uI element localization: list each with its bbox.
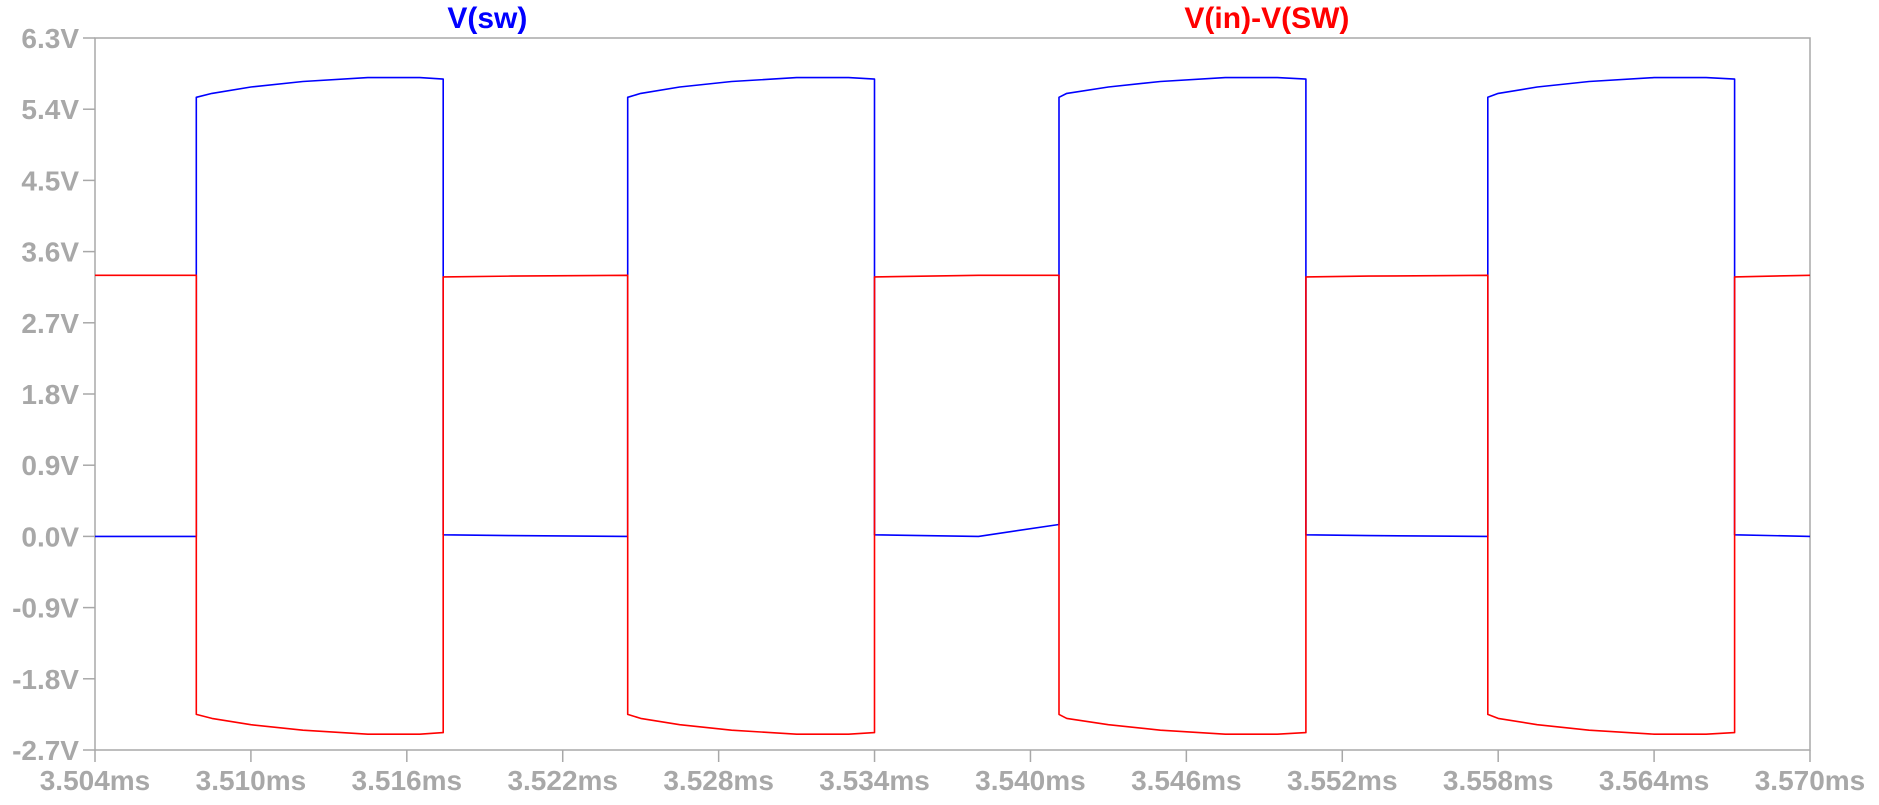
y-tick-label: -0.9V [12,593,79,624]
y-tick-label: 5.4V [21,94,79,125]
y-tick-label: -2.7V [12,735,79,766]
x-tick-label: 3.570ms [1755,765,1866,796]
y-tick-label: 6.3V [21,23,79,54]
x-tick-label: 3.564ms [1599,765,1710,796]
y-tick-label: 2.7V [21,308,79,339]
x-tick-label: 3.540ms [975,765,1086,796]
y-tick-label: 0.0V [21,521,79,552]
series-label-vin-minus-vsw: V(in)-V(SW) [1184,2,1349,35]
x-tick-label: 3.558ms [1443,765,1554,796]
x-tick-label: 3.552ms [1287,765,1398,796]
y-tick-label: -1.8V [12,664,79,695]
y-tick-label: 3.6V [21,237,79,268]
x-tick-label: 3.510ms [196,765,307,796]
y-axis: 6.3V 5.4V 4.5V 3.6V 2.7V 1.8V 0.9V 0.0V -0.9V -1.… [12,23,95,766]
x-tick-label: 3.522ms [507,765,618,796]
x-tick-label: 3.516ms [352,765,463,796]
series-label-vsw: V(sw) [447,2,527,35]
y-tick-label: 1.8V [21,379,79,410]
plot-area [94,37,1811,751]
x-tick-label: 3.528ms [663,765,774,796]
y-tick-label: 0.9V [21,450,79,481]
y-tick-label: 4.5V [21,165,79,196]
series-labels: V(sw) V(in)-V(SW) [447,2,1349,35]
x-tick-label: 3.546ms [1131,765,1242,796]
series-lines [95,76,1811,736]
x-axis: 3.504ms 3.510ms 3.516ms 3.522ms 3.528ms 3.534… [40,750,1866,796]
series-line-vsw [95,76,1811,538]
x-tick-label: 3.504ms [40,765,151,796]
series-line-vin-minus-vsw [95,274,1811,736]
x-tick-label: 3.534ms [819,765,930,796]
